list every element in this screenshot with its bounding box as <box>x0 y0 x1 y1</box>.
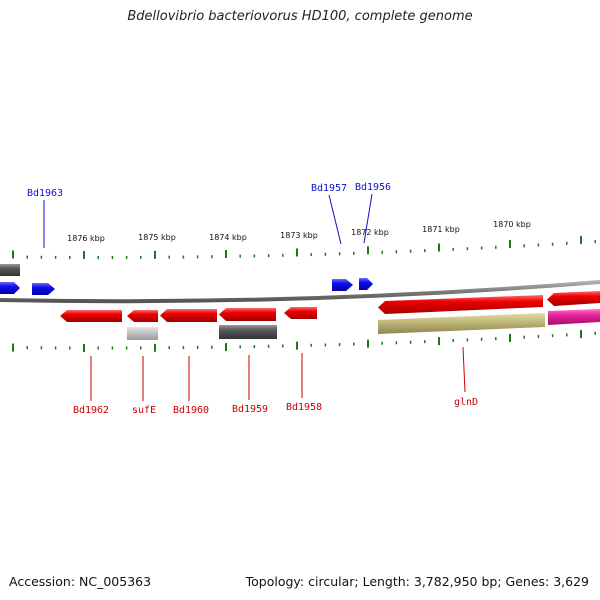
gene-label-sufe[interactable]: sufE <box>132 405 156 416</box>
gene-forward-partial-left[interactable] <box>0 282 20 294</box>
feature-olive[interactable] <box>378 313 545 334</box>
gene-reverse-glnd[interactable] <box>378 295 543 314</box>
gene-reverse-partial-right[interactable] <box>547 291 600 306</box>
scale-label-1873: 1873 kbp <box>280 231 318 240</box>
feature-dark-gray[interactable] <box>219 325 277 339</box>
gene-forward-bd1956[interactable] <box>359 278 373 290</box>
gene-label-bd1956[interactable]: Bd1956 <box>355 182 391 193</box>
feature-light-gray[interactable] <box>127 327 158 340</box>
genome-backbone <box>0 280 600 304</box>
scale-label-1872: 1872 kbp <box>351 228 389 237</box>
gene-forward-bd1963[interactable] <box>32 283 55 295</box>
leader-lines-reverse <box>90 346 466 401</box>
gene-label-bd1963[interactable]: Bd1963 <box>27 188 63 199</box>
gene-forward-bd1957[interactable] <box>332 279 353 291</box>
scale-label-1870: 1870 kbp <box>493 220 531 229</box>
gene-reverse-bd1960[interactable] <box>160 309 217 322</box>
gene-gray-partial-left[interactable] <box>0 264 20 276</box>
gene-reverse-bd1959[interactable] <box>219 308 276 321</box>
scale-ticks-lower <box>12 330 596 352</box>
page-title: Bdellovibrio bacteriovorus HD100, comple… <box>127 9 473 24</box>
gene-label-bd1958[interactable]: Bd1958 <box>286 402 322 413</box>
leader-lines-forward <box>43 193 373 248</box>
feature-magenta[interactable] <box>548 309 600 325</box>
gene-reverse-sufe[interactable] <box>127 310 158 322</box>
scale-label-1874: 1874 kbp <box>209 233 247 242</box>
gene-label-bd1960[interactable]: Bd1960 <box>173 405 209 416</box>
scale-label-1871: 1871 kbp <box>422 225 460 234</box>
scale-ticks-upper <box>12 235 596 259</box>
gene-label-glnd[interactable]: glnD <box>454 397 478 408</box>
scale-label-1875: 1875 kbp <box>138 233 176 242</box>
gene-label-bd1962[interactable]: Bd1962 <box>73 405 109 416</box>
gene-reverse-bd1958[interactable] <box>284 307 317 319</box>
gene-reverse-bd1962[interactable] <box>60 310 122 322</box>
scale-label-1876: 1876 kbp <box>67 234 105 243</box>
gene-label-bd1959[interactable]: Bd1959 <box>232 404 268 415</box>
gene-label-bd1957[interactable]: Bd1957 <box>311 183 347 194</box>
genome-stats-text: Topology: circular; Length: 3,782,950 bp… <box>245 574 589 589</box>
accession-text: Accession: NC_005363 <box>9 574 152 589</box>
